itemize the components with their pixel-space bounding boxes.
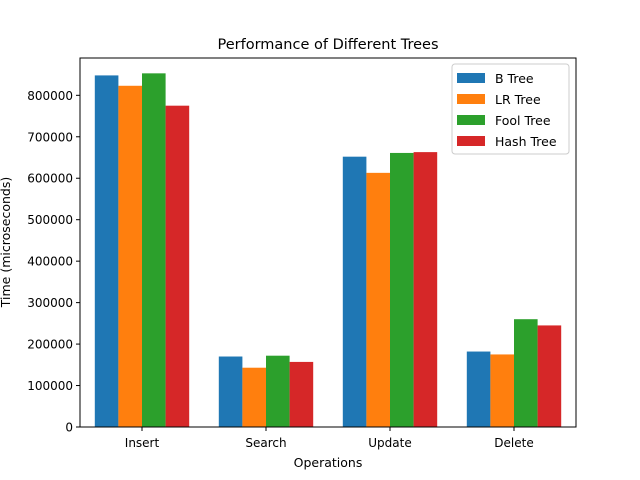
legend: B Tree LR Tree Fool Tree Hash Tree	[451, 63, 570, 155]
bar-search-lr-tree	[242, 367, 266, 427]
bar-update-lr-tree	[366, 172, 390, 427]
x-tick-label: Update	[368, 436, 411, 450]
legend-box	[451, 63, 570, 155]
x-tick-label: Delete	[494, 436, 533, 450]
bar-delete-b-tree	[466, 351, 491, 427]
y-tick-label: 500000	[27, 213, 73, 227]
bar-insert-b-tree	[94, 75, 119, 427]
legend-swatch	[457, 115, 485, 125]
y-tick-label: 300000	[27, 296, 73, 310]
bar-delete-lr-tree	[490, 354, 514, 427]
y-tick-label: 0	[65, 421, 73, 435]
bar-insert-hash-tree	[165, 105, 190, 428]
bars-group	[94, 73, 562, 428]
bar-update-b-tree	[342, 156, 367, 427]
legend-swatch	[457, 73, 485, 83]
bar-insert-lr-tree	[118, 85, 142, 427]
y-ticks: 0 100000 200000 300000 400000 500000 600000 700…	[27, 89, 80, 435]
bar-delete-fool-tree	[514, 319, 538, 427]
chart-title: Performance of Different Trees	[218, 37, 439, 53]
bar-delete-hash-tree	[537, 325, 562, 427]
legend-swatch	[457, 136, 485, 146]
bar-search-fool-tree	[266, 355, 290, 427]
legend-label: LR Tree	[495, 92, 541, 107]
legend-label: B Tree	[495, 71, 534, 86]
axes-frame	[79, 57, 577, 428]
axes-group	[79, 57, 577, 428]
bar-update-hash-tree	[413, 152, 438, 427]
y-tick-label: 200000	[27, 338, 73, 352]
x-tick-label: Insert	[125, 436, 160, 450]
y-tick-label: 700000	[27, 130, 73, 144]
y-tick-label: 600000	[27, 172, 73, 186]
legend-swatch	[457, 94, 485, 104]
y-tick-label: 100000	[27, 379, 73, 393]
bar-insert-fool-tree	[142, 73, 166, 427]
x-axis-label: Operations	[294, 455, 363, 470]
x-ticks: Insert Search Update Delete	[125, 427, 534, 450]
bar-search-b-tree	[218, 356, 243, 427]
y-tick-label: 400000	[27, 255, 73, 269]
legend-label: Hash Tree	[495, 134, 557, 149]
y-axis-label: Time (microseconds)	[0, 177, 13, 308]
x-tick-label: Search	[245, 436, 286, 450]
bar-search-hash-tree	[289, 361, 314, 427]
legend-label: Fool Tree	[495, 113, 551, 128]
bar-update-fool-tree	[390, 152, 414, 427]
y-tick-label: 800000	[27, 89, 73, 103]
